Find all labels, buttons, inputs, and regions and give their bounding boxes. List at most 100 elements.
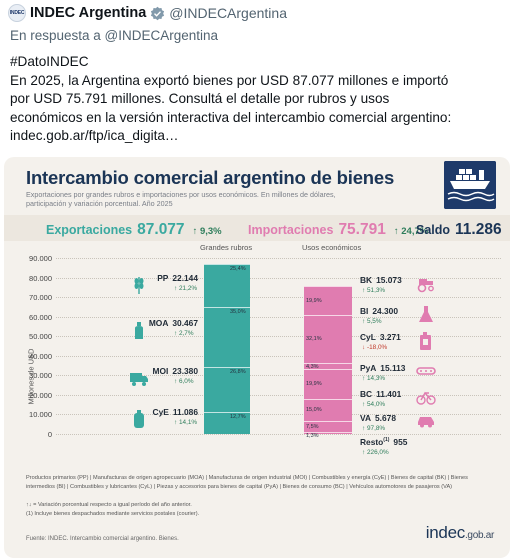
variation-note: ↑↓ = Variación porcentual respecto a igu… — [26, 502, 192, 508]
bar-segment-bk[interactable] — [304, 285, 352, 316]
category-code: CyL — [360, 332, 376, 342]
summary-band — [4, 215, 510, 241]
exports-summary: Exportaciones 87.077 ↑ 9,3% — [46, 221, 222, 239]
variation-label: ↑ 21,2% — [174, 285, 198, 292]
imports-label: Importaciones — [248, 223, 334, 237]
share-label: 12,7% — [230, 414, 246, 421]
avatar[interactable]: INDEC — [8, 4, 26, 22]
bar-segment-moa[interactable] — [204, 307, 250, 367]
tweet-line: económicos en la versión interactiva del… — [10, 109, 452, 125]
import-label-resto: Resto(1) 955 — [360, 437, 407, 447]
infographic-subtitle: Exportaciones por grandes rubros e impor… — [26, 190, 336, 208]
category-value: 955 — [393, 437, 408, 447]
category-value: 30.467 — [172, 318, 198, 328]
car-icon — [418, 417, 434, 428]
y-tick-label: 50.000 — [29, 332, 52, 342]
import-label-bc: BC 11.401 — [360, 389, 401, 399]
gridline — [56, 355, 501, 357]
import-label-va: VA 5.678 — [360, 413, 396, 423]
gridline — [56, 414, 501, 416]
y-tick-label: 20.000 — [29, 390, 52, 400]
y-tick-label: 90.000 — [29, 254, 52, 263]
category-value: 11.086 — [172, 407, 198, 417]
imports-summary: Importaciones 75.791 ↑ 24,7% — [248, 221, 428, 239]
category-code: BI — [360, 306, 369, 316]
bar-segment-pp[interactable] — [204, 263, 250, 307]
category-value: 22.144 — [172, 273, 198, 283]
handle[interactable]: @INDECArgentina — [169, 5, 287, 21]
gridline — [56, 394, 501, 396]
category-code: PyA — [360, 363, 377, 373]
bar-segment-bc[interactable] — [304, 398, 352, 421]
category-code: MOI — [152, 366, 169, 376]
source-note: Fuente: INDEC. Intercambio comercial arg… — [26, 536, 179, 542]
y-tick-label: 40.000 — [29, 351, 52, 361]
exports-variation: ↑ 9,3% — [192, 226, 222, 237]
truck-icon — [130, 373, 148, 386]
variation-label: ↑ 6,0% — [174, 378, 194, 385]
imports-variation: ↑ 24,7% — [393, 226, 429, 237]
variation-label: ↑ 54,0% — [362, 401, 386, 408]
variation-label: ↑ 14,3% — [362, 375, 386, 382]
category-value: 15.113 — [380, 363, 406, 373]
logo-main: indec — [425, 523, 465, 542]
variation-label: ↑ 14,1% — [174, 419, 198, 426]
variation-label: ↑ 226,0% — [362, 449, 389, 456]
saldo-value: 11.286 — [455, 221, 502, 238]
tweet-line[interactable]: #DatoINDEC — [10, 54, 89, 69]
y-tick-label: 80.000 — [29, 273, 52, 283]
category-value: 15.073 — [376, 275, 402, 285]
variation-label: ↑ 5,5% — [362, 318, 382, 325]
share-label: 25,4% — [230, 265, 246, 272]
tweet-link[interactable]: indec.gob.ar/ftp/ica_digita… — [10, 128, 179, 144]
column-head-usos: Usos económicos — [302, 243, 362, 252]
import-label-cyl: CyL 3.271 — [360, 332, 401, 342]
bar-segment-resto[interactable] — [304, 432, 352, 434]
category-value: 3.271 — [379, 332, 401, 342]
y-tick-label: 60.000 — [29, 312, 52, 322]
tweet-line: En 2025, la Argentina exportó bienes por… — [10, 72, 449, 88]
gridline — [56, 258, 501, 259]
category-code: MOA — [148, 318, 169, 328]
bar-segment-cyl[interactable] — [304, 362, 352, 370]
export-label-pp: PP 22.144 — [157, 273, 198, 283]
infographic-image[interactable]: Intercambio comercial argentino de biene… — [4, 157, 510, 558]
bottle-icon — [135, 322, 143, 339]
category-value: 24.300 — [372, 306, 398, 316]
tractor-icon — [417, 279, 434, 293]
flask-icon — [419, 306, 433, 322]
share-label: 19,9% — [306, 297, 322, 304]
gas-tank-icon — [134, 410, 144, 428]
bar-segment-pya[interactable] — [304, 369, 352, 399]
category-value: 23.380 — [172, 366, 198, 376]
tweet-text: #DatoINDEC En 2025, la Argentina exportó… — [10, 53, 505, 146]
bar-segment-va[interactable] — [304, 421, 352, 433]
bar-segment-bi[interactable] — [304, 315, 352, 363]
display-name[interactable]: INDEC Argentina — [30, 5, 147, 21]
bar-segment-cye[interactable] — [204, 412, 250, 434]
share-label: 35,0% — [230, 309, 246, 316]
share-label: 4,3% — [306, 363, 319, 370]
category-value: 11.401 — [376, 389, 402, 399]
y-tick-label: 70.000 — [29, 293, 52, 303]
variation-label: ↑ 97,8% — [362, 425, 386, 432]
category-code: Resto — [360, 437, 384, 447]
resto-note: (1) Incluye bienes despachados mediante … — [26, 511, 200, 517]
reply-to-text[interactable]: En respuesta a @INDECArgentina — [10, 28, 219, 43]
export-label-moa: MOA 30.467 — [149, 318, 198, 328]
tweet-line: por USD 75.791 millones. Consultá el det… — [10, 91, 390, 107]
fuel-can-icon — [420, 332, 431, 350]
cargo-ship-icon — [444, 161, 496, 209]
category-value: 5.678 — [375, 413, 396, 423]
share-label: 32,1% — [306, 336, 322, 343]
category-code: PP — [157, 273, 169, 283]
variation-label: ↑ 51,3% — [362, 287, 386, 294]
chain-icon — [416, 367, 436, 375]
export-label-cye: CyE 11.086 — [153, 407, 198, 417]
wheat-icon — [134, 277, 144, 294]
share-label: 15,0% — [306, 406, 322, 413]
share-label: 7,5% — [306, 423, 319, 430]
gridline — [56, 375, 501, 377]
footnote-marker: (1) — [383, 437, 390, 444]
bar-segment-moi[interactable] — [204, 366, 250, 413]
